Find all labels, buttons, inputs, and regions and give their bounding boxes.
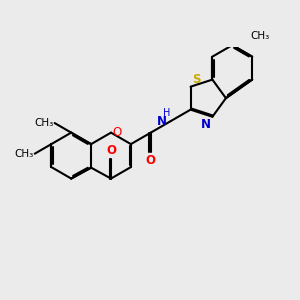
Text: O: O — [112, 126, 121, 139]
Text: H: H — [164, 108, 171, 118]
Text: S: S — [192, 73, 200, 85]
Text: N: N — [157, 115, 167, 128]
Text: O: O — [146, 154, 156, 167]
Text: O: O — [106, 144, 116, 158]
Text: CH₃: CH₃ — [34, 118, 53, 128]
Text: N: N — [201, 118, 211, 131]
Text: CH₃: CH₃ — [14, 149, 34, 159]
Text: CH₃: CH₃ — [250, 31, 269, 40]
